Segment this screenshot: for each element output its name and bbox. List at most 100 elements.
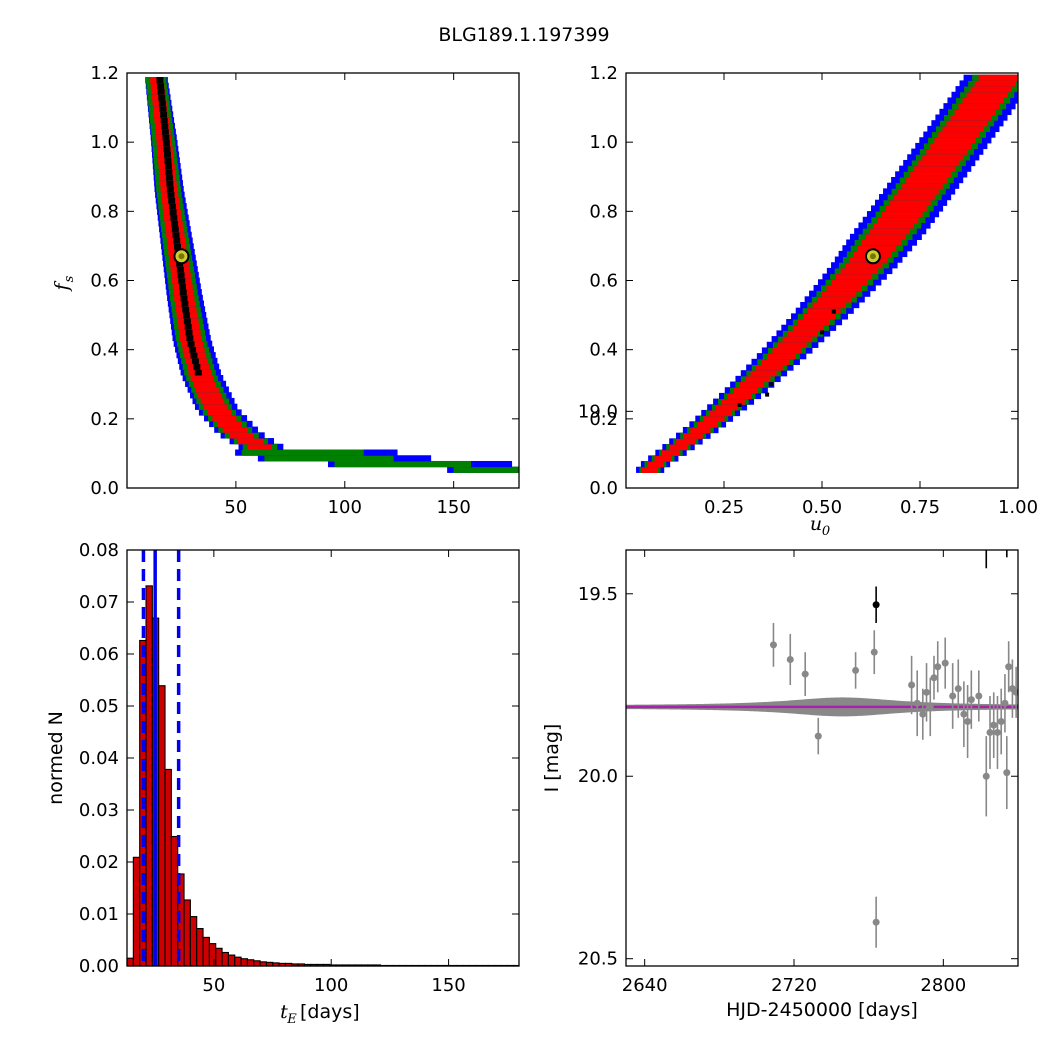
confidence-cell	[890, 199, 931, 206]
residual-point	[908, 681, 916, 689]
x-tick-label: 1.00	[998, 497, 1038, 518]
confidence-core-cell	[159, 105, 167, 112]
data-point	[927, 463, 934, 470]
confidence-cell	[739, 381, 765, 388]
residual-point	[941, 659, 949, 667]
confidence-cell	[918, 159, 959, 167]
figure-title: BLG189.1.197399	[438, 24, 609, 46]
confidence-core-cell	[820, 330, 824, 335]
confidence-cell	[247, 443, 273, 451]
y-axis-label: normed N	[45, 711, 67, 805]
confidence-cell	[195, 386, 219, 393]
histogram-bar	[234, 956, 242, 967]
data-point	[1001, 441, 1008, 448]
confidence-cell	[756, 364, 783, 371]
confidence-cell	[802, 313, 835, 320]
confidence-core-cell	[169, 208, 177, 216]
confidence-core-cell	[180, 294, 188, 302]
confidence-core-cell	[193, 363, 201, 370]
confidence-cell	[709, 409, 732, 417]
confidence-cell	[203, 403, 227, 410]
confidence-cell	[873, 222, 915, 229]
residual-point	[967, 696, 975, 704]
x-tick-label: 100	[328, 497, 362, 518]
confidence-cell	[761, 358, 789, 365]
y-tick-label: 0.04	[79, 748, 119, 769]
confidence-core-cell	[765, 392, 770, 397]
confidence-core-cell	[186, 334, 194, 342]
y-tick-label: 0.02	[79, 852, 119, 873]
confidence-cell	[200, 397, 225, 405]
y-tick-label: 0.6	[589, 271, 618, 292]
confidence-cell	[835, 273, 873, 280]
y-tick-label: 0.00	[79, 956, 119, 977]
confidence-core-cell	[189, 346, 196, 353]
confidence-core-cell	[165, 174, 173, 181]
histogram-bar	[189, 916, 198, 967]
x-tick-label: 50	[224, 497, 247, 518]
data-point	[863, 342, 870, 349]
histogram-bar	[215, 947, 223, 967]
confidence-core-cell	[171, 226, 179, 233]
x-tick-label: 2800	[920, 975, 966, 996]
data-point	[1003, 517, 1010, 524]
y-tick-label: 0.6	[90, 271, 119, 292]
confidence-core-cell	[176, 266, 184, 273]
confidence-cell	[970, 86, 1012, 93]
y-tick-label: 1.0	[589, 132, 618, 153]
confidence-cell	[207, 409, 232, 416]
histogram-bar	[227, 954, 236, 967]
residual-point	[814, 732, 822, 740]
residual-point	[919, 710, 927, 718]
confidence-core-cell	[160, 111, 168, 118]
axes-frame	[625, 549, 1019, 967]
confidence-core-cell	[171, 220, 179, 227]
y-tick-label: 19.0	[578, 401, 618, 422]
confidence-core-cell	[170, 214, 178, 221]
y-axis-label-subscript: s	[62, 275, 77, 282]
y-axis-label: I [mag]	[541, 724, 563, 793]
confidence-cell	[906, 176, 947, 184]
data-point	[919, 452, 926, 459]
y-tick-label: 0.07	[79, 592, 119, 613]
x-tick-label: 2640	[622, 975, 668, 996]
confidence-core-cell	[194, 369, 202, 376]
confidence-core-cell	[191, 357, 199, 365]
residual-point	[990, 721, 998, 729]
histogram-bar	[246, 959, 255, 967]
confidence-cell	[946, 120, 988, 127]
confidence-core-cell	[158, 99, 166, 107]
confidence-cell	[787, 330, 818, 337]
confidence-core-cell	[160, 117, 168, 124]
confidence-cell	[974, 80, 1016, 87]
confidence-core-cell	[161, 128, 169, 135]
confidence-cell	[954, 108, 996, 115]
y-tick-label: 0.4	[90, 340, 119, 361]
confidence-cell	[238, 438, 263, 445]
confidence-cell	[777, 341, 807, 348]
data-point	[998, 463, 1005, 470]
confidence-core-cell	[157, 82, 165, 89]
residual-point	[986, 728, 994, 736]
confidence-cell	[222, 426, 248, 433]
x-tick-label: 150	[436, 497, 470, 518]
residual-point	[975, 692, 983, 700]
confidence-cell	[669, 444, 688, 451]
y-tick-label: 1.2	[589, 63, 618, 84]
confidence-cell	[831, 279, 867, 286]
confidence-cell	[676, 438, 696, 445]
confidence-core-cell	[163, 151, 171, 158]
histogram-bar	[183, 899, 191, 967]
confidence-cell	[894, 194, 935, 201]
y-tick-label: 0.2	[90, 409, 119, 430]
confidence-core-cell	[181, 300, 189, 307]
data-point	[914, 444, 921, 451]
y-tick-label: 0.0	[589, 478, 618, 499]
y-tick-label: 0.4	[589, 340, 618, 361]
data-point	[934, 430, 941, 437]
y-tick-label: 0.2	[589, 409, 618, 430]
residual-point	[913, 699, 921, 707]
histogram-bar	[126, 957, 134, 967]
confidence-core-cell	[179, 283, 187, 290]
data-point	[955, 430, 962, 437]
